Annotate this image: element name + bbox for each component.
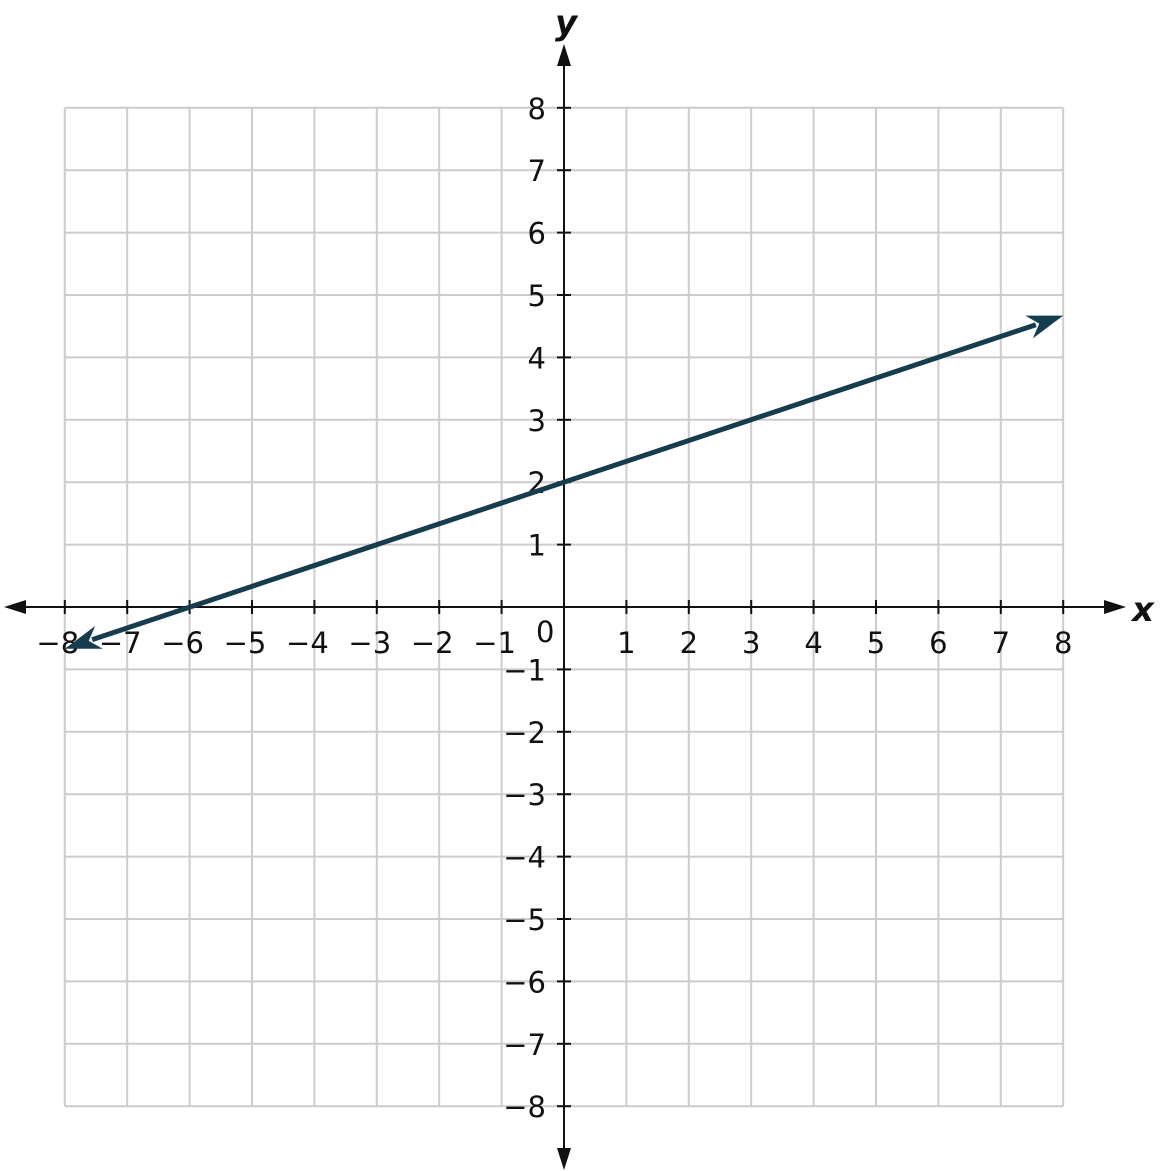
y-tick-label: −6 <box>503 965 546 999</box>
y-tick-label: −4 <box>503 841 546 875</box>
x-tick-label: 1 <box>617 626 635 660</box>
y-tick-label: −5 <box>503 903 546 937</box>
x-tick-label: 6 <box>929 626 947 660</box>
x-axis-right-arrow <box>1104 600 1126 614</box>
y-tick-label: 4 <box>528 341 546 375</box>
x-tick-label: 3 <box>742 626 760 660</box>
y-tick-label: 3 <box>528 404 546 438</box>
y-tick-label: 6 <box>528 217 546 251</box>
x-tick-label: −4 <box>286 626 329 660</box>
x-axis-left-arrow <box>4 600 26 614</box>
axes <box>4 44 1126 1170</box>
y-axis-top-arrow <box>557 44 571 66</box>
x-tick-label: −8 <box>36 626 79 660</box>
y-tick-label: −3 <box>503 778 546 812</box>
x-tick-label: −1 <box>473 626 516 660</box>
y-tick-label: 7 <box>528 154 546 188</box>
y-tick-label: 8 <box>528 92 546 126</box>
x-tick-label: 5 <box>867 626 885 660</box>
series <box>64 315 1064 649</box>
y-tick-label: 1 <box>528 529 546 563</box>
x-tick-label: 4 <box>804 626 822 660</box>
y-tick-label: −1 <box>503 653 546 687</box>
x-tick-label: −2 <box>411 626 454 660</box>
origin-label: 0 <box>536 615 554 649</box>
x-tick-label: 8 <box>1054 626 1072 660</box>
y-axis-bottom-arrow <box>557 1148 571 1170</box>
ticks: −8 −7 −6 −5 −4 −3 −2 −1 1 2 3 4 5 6 7 8−8−7−6−5−4−3−2−1… <box>36 92 1072 1124</box>
series-line <box>91 322 1037 643</box>
y-tick-label: −7 <box>503 1028 546 1062</box>
y-axis-title: y <box>555 3 579 43</box>
x-tick-label: −3 <box>348 626 391 660</box>
y-tick-label: 5 <box>528 279 546 313</box>
y-tick-label: −2 <box>503 716 546 750</box>
x-axis-title: x <box>1130 590 1155 630</box>
line-arrow-left <box>64 626 103 649</box>
x-tick-label: −6 <box>161 626 204 660</box>
x-tick-label: −5 <box>224 626 267 660</box>
x-tick-label: 2 <box>680 626 698 660</box>
line-arrow-right <box>1025 315 1064 339</box>
x-tick-label: 7 <box>992 626 1010 660</box>
y-tick-label: −8 <box>503 1090 546 1124</box>
